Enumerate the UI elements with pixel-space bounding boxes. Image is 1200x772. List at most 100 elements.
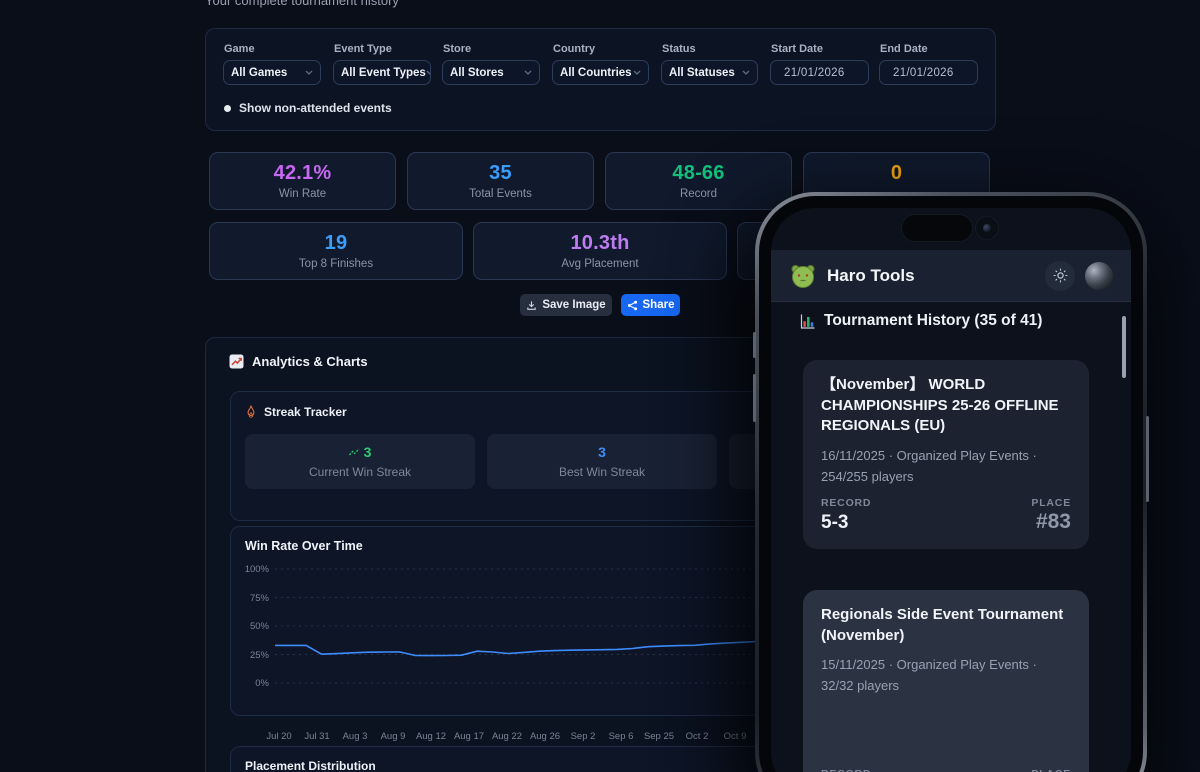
filter-event-type-select[interactable]: All Event Types [333,60,431,85]
place-label: PLACE [1031,768,1071,772]
filter-country-select[interactable]: All Countries [552,60,649,85]
stat-card-avg-placement: 10.3th Avg Placement [473,222,727,280]
dynamic-island [901,214,1001,242]
x-axis-tick: Sep 2 [570,731,596,742]
stat-card-record: 48-66 Record [605,152,792,210]
tournament-title: Regionals Side Event Tournament (Novembe… [821,606,1064,644]
filter-game-value: All Games [231,66,288,79]
phone-volume-button [753,374,756,422]
streak-value-row: 3 [487,444,717,460]
filter-end-date-label: End Date [880,43,928,55]
stat-card-top8: 19 Top 8 Finishes [209,222,463,280]
place-block: PLACE #83 [1031,497,1071,534]
stat-value: 35 [489,162,512,184]
record-label: RECORD [821,497,872,509]
tournament-title: 【November】 WORLD CHAMPIONSHIPS 25-26 OFF… [821,376,1059,435]
y-axis-tick: 25% [249,649,269,661]
toggle-label: Show non-attended events [239,101,392,115]
chevron-down-icon [742,70,750,75]
stat-card-win-rate: 42.1% Win Rate [209,152,396,210]
stat-value: 0 [890,162,903,184]
best-win-streak-card: 3 Best Win Streak [487,434,717,489]
sun-icon [1053,268,1067,283]
download-icon [526,300,537,311]
chevron-down-icon [524,70,532,75]
profile-avatar[interactable] [1085,261,1113,290]
tournament-card[interactable]: Regionals Side Event Tournament (Novembe… [803,590,1089,772]
end-date-input[interactable]: 21/01/2026 [879,60,978,85]
filter-start-date-label: Start Date [771,43,823,55]
filter-store-select[interactable]: All Stores [442,60,540,85]
x-axis-tick: Oct 9 [723,731,747,742]
y-axis-tick: 50% [249,621,269,632]
filter-panel: Game All Games Event Type All Event Type… [205,28,996,131]
filter-status-select[interactable]: All Statuses [661,60,758,85]
phone-mockup: Haro Tools Tournament History (35 of 4 [753,192,1149,772]
tournament-meta: 15/11/2025 · Organized Play Events · 32/… [821,657,1037,694]
x-axis-tick: Sep 6 [608,731,634,742]
filter-country-value: All Countries [560,66,632,79]
place-value: #83 [1035,510,1071,533]
filter-status-value: All Statuses [669,66,735,79]
front-camera [975,216,999,240]
current-win-streak-card: 3 Current Win Streak [245,434,475,489]
streak-value-row: 3 [245,444,475,460]
trend-up-icon [348,448,360,457]
record-block: RECORD 1-1 [821,768,871,772]
filter-status-label: Status [662,43,696,55]
toggle-dot-icon [224,104,231,112]
best-win-streak-label: Best Win Streak [558,465,646,479]
bar-chart-icon [799,313,816,330]
share-icon [627,300,638,311]
x-axis-tick: Sep 25 [643,731,675,742]
x-axis-tick: Aug 9 [380,731,406,742]
filter-game-select[interactable]: All Games [223,60,321,85]
chevron-down-icon [426,70,430,75]
tournament-footer: RECORD 1-1 PLACE #25 [821,768,1071,772]
tournament-card[interactable]: 【November】 WORLD CHAMPIONSHIPS 25-26 OFF… [803,360,1089,549]
tournament-meta: 16/11/2025 · Organized Play Events · 254… [821,448,1037,484]
tournament-history-heading: Tournament History (35 of 41) [824,312,1043,329]
streak-tracker-title-row: Streak Tracker [245,404,347,419]
x-axis-tick: Aug 17 [453,731,485,742]
stat-label: Total Events [469,188,532,200]
theme-toggle-button[interactable] [1045,260,1075,291]
stat-label: Avg Placement [561,258,639,270]
stat-value: 10.3th [570,232,630,254]
filter-country-label: Country [553,43,596,55]
y-axis-tick: 75% [249,592,269,604]
show-non-attended-toggle[interactable]: Show non-attended events [224,101,392,115]
save-image-button[interactable]: Save Image [520,294,612,316]
record-block: RECORD 5-3 [821,497,871,534]
start-date-input[interactable]: 21/01/2026 [770,60,869,85]
flame-icon [245,404,257,419]
share-button[interactable]: Share [621,294,680,316]
phone-power-button [1146,416,1149,502]
filter-game-label: Game [224,43,255,55]
chevron-down-icon [633,70,641,75]
chevron-down-icon [305,70,313,75]
record-value: 5-3 [821,512,849,533]
record-label: RECORD [821,768,871,772]
y-axis-tick: 100% [244,564,269,575]
x-axis-tick: Jul 31 [304,731,330,742]
phone-app-header: Haro Tools [771,250,1131,302]
save-image-label: Save Image [542,299,606,311]
placement-distribution-title: Placement Distribution [245,759,376,772]
stat-label: Win Rate [278,188,327,200]
x-axis-tick: Aug 12 [415,731,447,742]
x-axis-tick: Aug 3 [342,731,368,742]
phone-screen: Haro Tools Tournament History (35 of 4 [771,208,1131,772]
win-rate-chart-title: Win Rate Over Time [245,539,363,553]
stat-value: 19 [324,232,348,254]
share-label: Share [642,299,675,311]
chart-increasing-icon [229,354,244,369]
best-win-streak-value: 3 [598,444,606,460]
streak-tracker-title: Streak Tracker [264,404,347,419]
phone-app-title: Haro Tools [827,265,915,285]
tournament-history-heading-row: Tournament History (35 of 41) [799,312,1085,330]
x-axis-tick: Aug 26 [529,731,561,742]
filter-store-label: Store [443,43,472,55]
scrollbar-thumb[interactable] [1122,316,1126,378]
